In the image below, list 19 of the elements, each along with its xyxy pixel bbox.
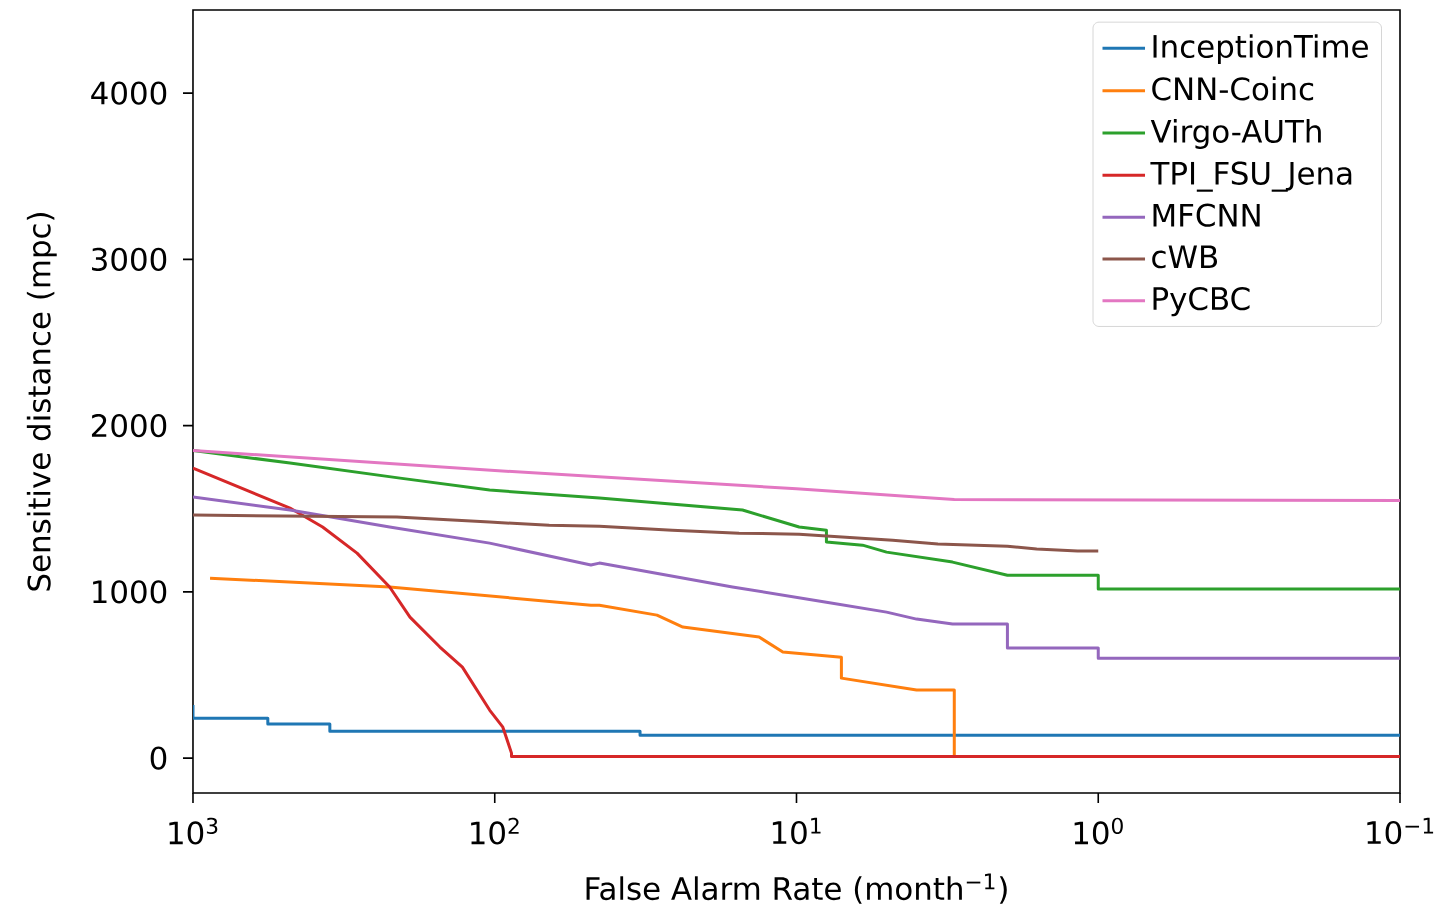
x-tick-label: 10$^{3}$ bbox=[169, 817, 218, 845]
y-tick-label: 4000 bbox=[91, 81, 167, 105]
x-tick-label: 10$^{−1}$ bbox=[1367, 817, 1434, 845]
legend-label: cWB bbox=[1152, 245, 1218, 269]
y-tick-label: 0 bbox=[150, 746, 167, 770]
legend-label: TPI_FSU_Jena bbox=[1150, 161, 1352, 192]
x-tick-label: 10$^{2}$ bbox=[471, 817, 519, 845]
y-tick-label: 1000 bbox=[93, 580, 167, 604]
legend-label: MFCNN bbox=[1153, 203, 1260, 227]
y-axis-title: Sensitive distance (mpc) bbox=[26, 213, 57, 591]
legend-label: CNN-Coinc bbox=[1152, 76, 1314, 101]
y-tick-label: 2000 bbox=[91, 413, 167, 438]
legend-label: Virgo-AUTh bbox=[1150, 119, 1321, 149]
legend-label: PyCBC bbox=[1153, 286, 1250, 317]
x-tick-label: 10$^{0}$ bbox=[1074, 817, 1123, 845]
x-axis-title: False Alarm Rate (month$^{−1}$) bbox=[586, 873, 1007, 904]
x-tick-label: 10$^{1}$ bbox=[772, 817, 821, 845]
legend-label: InceptionTime bbox=[1153, 34, 1368, 65]
y-tick-label: 3000 bbox=[92, 247, 167, 272]
